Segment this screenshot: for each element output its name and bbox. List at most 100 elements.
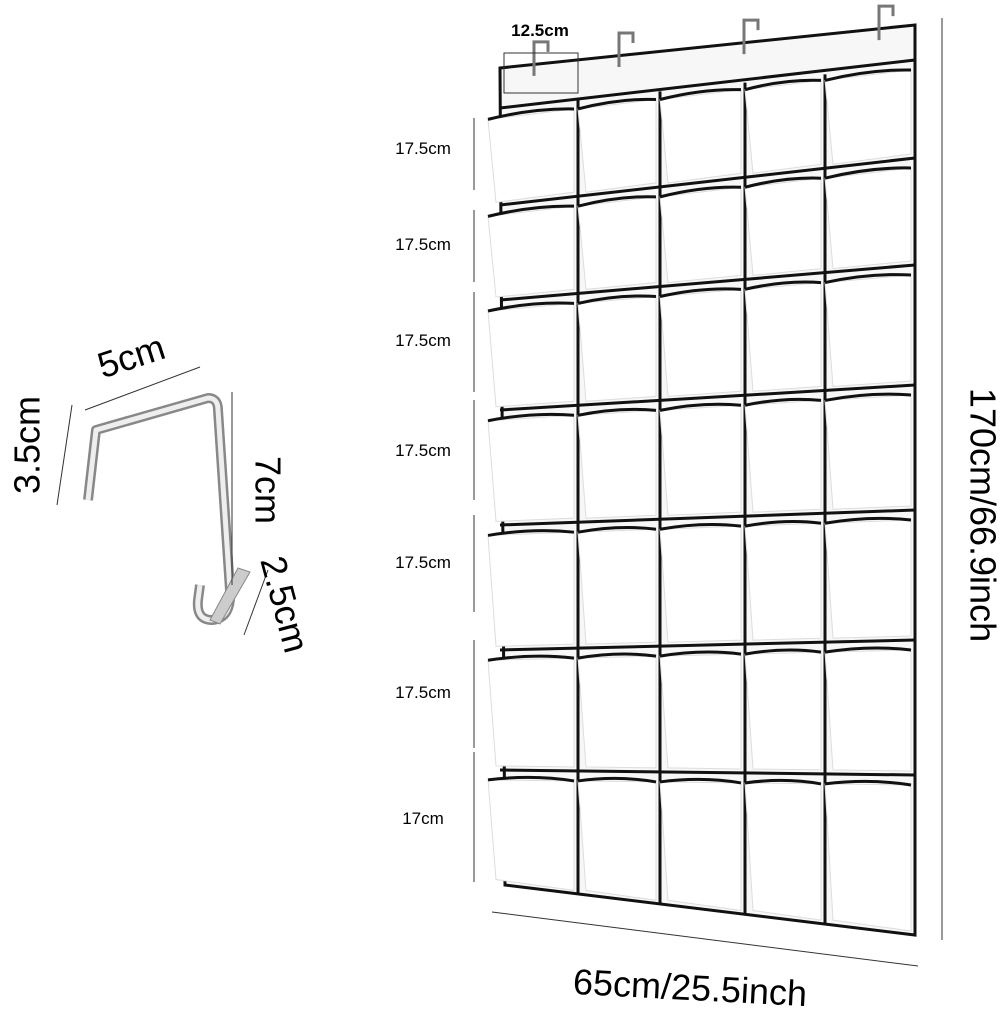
pocket [659, 525, 742, 643]
hook [83, 393, 251, 625]
pocket-edge [824, 392, 912, 402]
pocket-edge [487, 529, 575, 537]
row-line [499, 638, 916, 652]
pocket-edge [744, 280, 822, 291]
hook-tip-length: 2.5cm [252, 552, 317, 657]
row-line [499, 768, 916, 777]
pocket-edge [744, 778, 822, 786]
pocket [824, 69, 912, 165]
pocket [487, 108, 575, 203]
pocket [744, 79, 822, 174]
pocket-edge [577, 652, 657, 660]
pocket-edge [824, 779, 912, 787]
pocket-edge [659, 402, 742, 412]
pocket-edge [659, 777, 742, 785]
pocket-edge [487, 654, 575, 662]
pocket-edge [487, 107, 575, 121]
pocket [487, 302, 575, 408]
hook-width: 5cm [92, 326, 169, 386]
pocket [744, 177, 822, 276]
pocket [824, 783, 912, 932]
pocket-width: 12.5cm [511, 21, 569, 40]
pocket [744, 399, 822, 513]
pocket-edge [659, 522, 742, 531]
pocket [824, 649, 912, 772]
row-dimensions: 17.5cm 17.5cm 17.5cm 17.5cm 17.5cm 17.5cm 17cm [395, 118, 475, 882]
row-line [499, 383, 916, 412]
pocket [824, 519, 912, 639]
pocket [577, 655, 657, 769]
pocket-edge [577, 407, 657, 417]
pocket-edge [577, 526, 657, 534]
organizer-height: 170cm/66.9inch [962, 388, 1000, 642]
pocket [487, 657, 575, 768]
pocket [659, 89, 742, 184]
hanger [742, 18, 760, 55]
pocket-width-bracket [503, 52, 579, 94]
pocket-edge [744, 176, 822, 189]
pocket-edge [824, 516, 912, 525]
hanger [532, 40, 550, 76]
pocket-edge [744, 520, 822, 528]
dim-line [84, 366, 201, 411]
hook-front-height: 3.5cm [7, 396, 48, 494]
pocket [744, 282, 822, 392]
pocket [577, 528, 657, 645]
pocket-edge [577, 195, 657, 208]
pocket-edge [659, 650, 742, 658]
row-height: 17.5cm [395, 139, 451, 158]
pocket [487, 205, 575, 298]
pocket-edge [659, 88, 742, 101]
pocket [824, 274, 912, 387]
row-line [499, 508, 916, 527]
pocket [577, 295, 657, 402]
pocket-edge [824, 646, 912, 654]
pocket-edge [744, 397, 822, 407]
pocket [824, 394, 912, 510]
pocket [824, 167, 912, 270]
pocket [577, 196, 657, 290]
row-height: 17.5cm [395, 441, 451, 460]
pocket-edge [487, 204, 575, 218]
pocket-edge [487, 301, 575, 313]
pocket [487, 779, 575, 891]
dim-line [243, 569, 269, 636]
pocket [659, 404, 742, 516]
pocket-edge [487, 775, 575, 783]
pocket [577, 98, 657, 193]
pocket [744, 651, 822, 771]
pocket [577, 780, 657, 901]
row-line [499, 156, 916, 207]
organizer-width: 65cm/25.5inch [572, 961, 808, 1009]
pocket [659, 186, 742, 284]
organizer [487, 4, 917, 937]
pocket [659, 653, 742, 770]
pocket-edge [824, 68, 912, 82]
pocket-edge [659, 185, 742, 199]
dim-line [56, 404, 73, 506]
pocket [744, 782, 822, 921]
pocket [744, 522, 822, 641]
pocket [487, 531, 575, 647]
pocket-edge [659, 287, 742, 298]
row-height: 17.5cm [395, 235, 451, 254]
pocket [577, 409, 657, 519]
pocket [487, 414, 575, 522]
pocket [659, 781, 742, 912]
pocket-edge [487, 412, 575, 423]
row-height: 17.5cm [395, 553, 451, 572]
pocket [659, 288, 742, 397]
dim-line [491, 911, 919, 967]
pocket-edge [744, 78, 822, 92]
pocket-edge [577, 294, 657, 305]
hanger [877, 4, 895, 41]
hook-back-height: 7cm [247, 456, 288, 524]
pocket-edge [824, 273, 912, 285]
pocket-edge [577, 776, 657, 784]
row-line [499, 58, 916, 110]
hanger [617, 31, 635, 68]
pocket-edge [824, 166, 912, 180]
row-line [499, 263, 916, 302]
pocket-edge [577, 97, 657, 111]
